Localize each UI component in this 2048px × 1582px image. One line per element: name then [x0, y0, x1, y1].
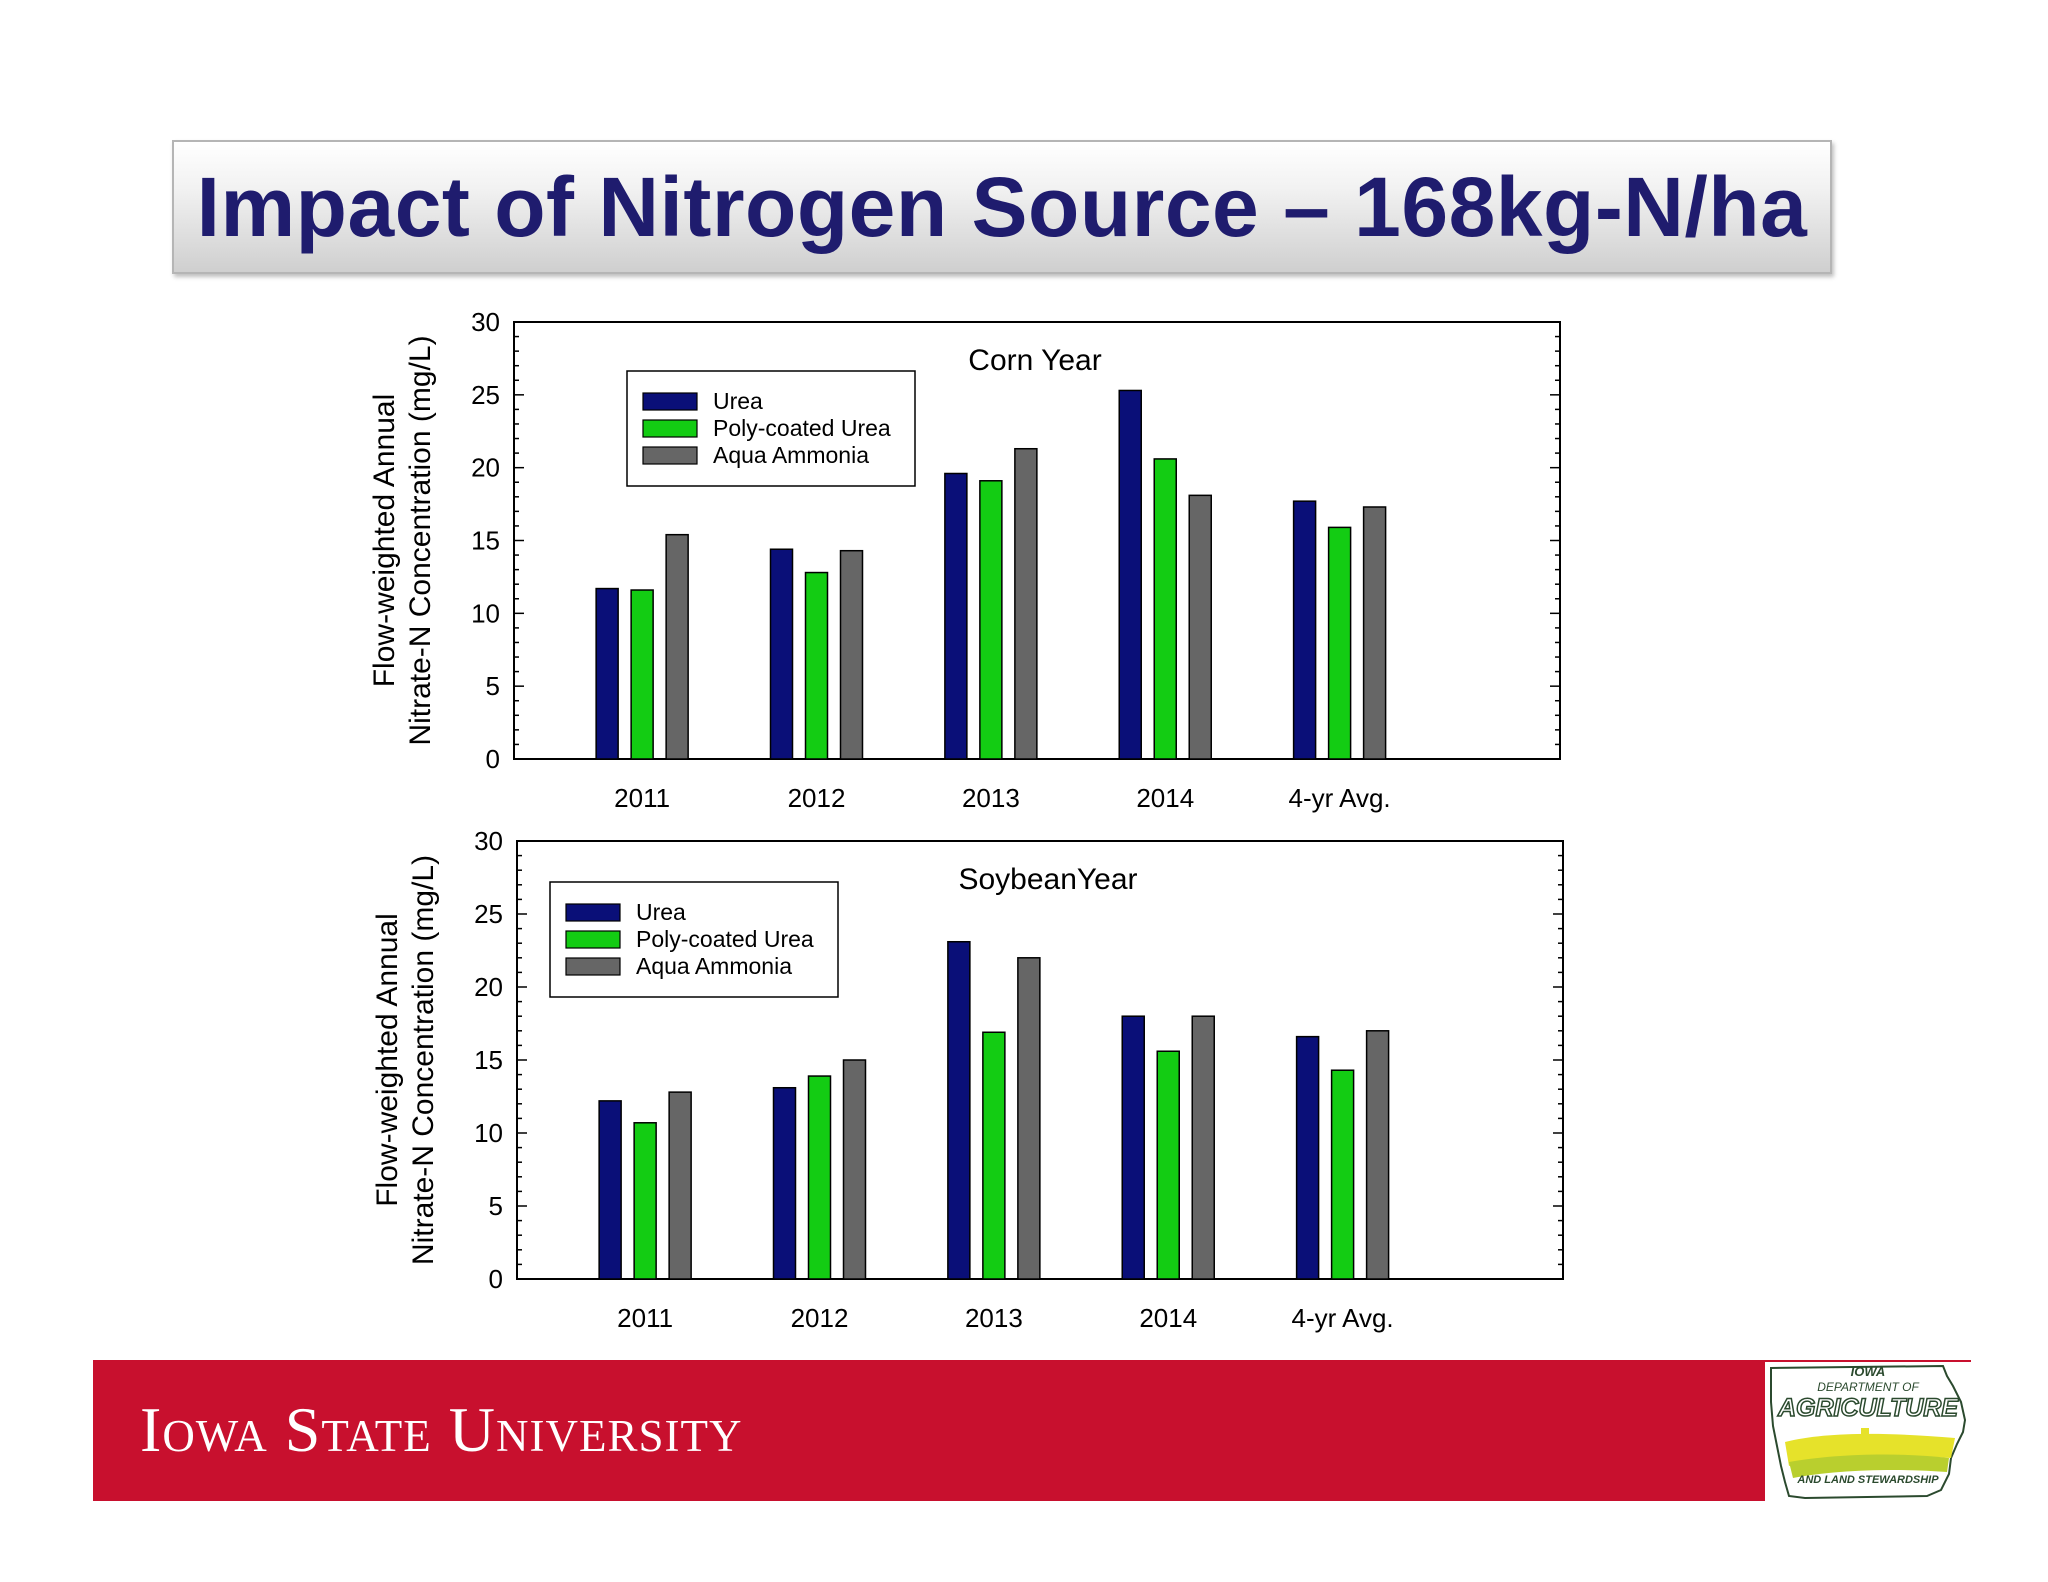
y-tick-label: 0 [486, 744, 500, 774]
legend-label: Urea [713, 388, 763, 414]
corn-year-chart: 0 5 10 15 20 25 30 Flow-weighted Annual Nitrate-… [368, 307, 1561, 813]
legend-swatch [642, 419, 698, 438]
chart-title: Corn Year [968, 344, 1101, 377]
bar-urea [772, 1086, 797, 1280]
y-axis-label-line1: Flow-weighted Annual [371, 913, 404, 1207]
bar-poly-coated-urea [979, 480, 1003, 760]
x-tick-label: 2012 [788, 783, 846, 813]
legend-swatch [565, 903, 621, 922]
bar-urea [944, 472, 968, 760]
bar-aqua-ammonia [842, 1059, 867, 1280]
bar-aqua-ammonia [1017, 957, 1041, 1280]
legend-label: Urea [636, 899, 686, 925]
bar-aqua-ammonia [839, 549, 864, 760]
x-tick-label: 2013 [962, 783, 1020, 813]
y-tick-label: 30 [474, 826, 503, 856]
bar-poly-coated-urea [1156, 1050, 1180, 1280]
x-tick-label: 2013 [965, 1303, 1023, 1333]
bar-poly-coated-urea [807, 1075, 832, 1280]
bar-urea [598, 1100, 622, 1280]
bar-aqua-ammonia [1362, 506, 1387, 760]
x-tick-label: 2014 [1136, 783, 1194, 813]
bar-urea [1121, 1015, 1145, 1280]
bar-aqua-ammonia [1191, 1015, 1215, 1280]
university-name: Iowa State University [140, 1394, 743, 1465]
bar-poly-coated-urea [633, 1122, 657, 1280]
bar-urea [1292, 500, 1317, 760]
bar-aqua-ammonia [1188, 494, 1212, 760]
y-axis-label-line2: Nitrate-N Concentration (mg/L) [407, 855, 440, 1265]
y-tick-label: 15 [474, 1045, 503, 1075]
x-tick-label: 2012 [791, 1303, 849, 1333]
bar-poly-coated-urea [1153, 458, 1177, 760]
bar-aqua-ammonia [1365, 1030, 1390, 1280]
bar-poly-coated-urea [982, 1031, 1006, 1280]
x-tick-label: 4-yr Avg. [1289, 783, 1391, 813]
y-axis-label-line1: Flow-weighted Annual [368, 394, 401, 688]
iowa-state-outline-icon [1770, 1364, 1967, 1500]
bar-poly-coated-urea [804, 571, 829, 760]
legend-swatch [642, 446, 698, 465]
soybean-year-chart: 0 5 10 15 20 25 30 Flow-weighted Annual Nitrate-… [371, 826, 1564, 1333]
bar-urea [1118, 389, 1142, 760]
logo-text-department: DEPARTMENT OF [1817, 1380, 1919, 1394]
bar-aqua-ammonia [665, 533, 689, 760]
footer-bar [93, 1360, 1765, 1501]
bar-urea [595, 587, 619, 760]
bar-aqua-ammonia [668, 1091, 692, 1280]
legend-swatch [642, 392, 698, 411]
y-tick-label: 15 [471, 526, 500, 556]
university-wordmark: Iowa State University [140, 1393, 742, 1467]
bar-poly-coated-urea [1327, 526, 1352, 760]
y-tick-label: 20 [471, 453, 500, 483]
x-tick-label: 2014 [1139, 1303, 1197, 1333]
slide-title: Impact of Nitrogen Source – 168kg-N/ha [196, 159, 1808, 254]
chart-title: SoybeanYear [958, 863, 1137, 896]
x-tick-label: 2011 [617, 1303, 673, 1333]
y-tick-label: 20 [474, 972, 503, 1002]
legend-label: Aqua Ammonia [636, 953, 792, 979]
x-tick-label: 2011 [614, 783, 670, 813]
x-tick-label: 4-yr Avg. [1292, 1303, 1394, 1333]
y-tick-label: 30 [471, 307, 500, 337]
legend-label: Aqua Ammonia [713, 442, 869, 468]
title-banner: Impact of Nitrogen Source – 168kg-N/ha [172, 140, 1832, 274]
legend-label: Poly-coated Urea [713, 415, 891, 441]
y-axis-label-line2: Nitrate-N Concentration (mg/L) [404, 335, 437, 745]
logo-text-iowa: IOWA [1850, 1364, 1886, 1379]
y-tick-label: 10 [471, 598, 500, 628]
y-tick-label: 0 [489, 1264, 503, 1294]
y-tick-label: 5 [486, 671, 500, 701]
logo-text-agriculture: AGRICULTURE [1777, 1393, 1959, 1423]
bar-urea [1295, 1035, 1320, 1280]
y-tick-label: 5 [489, 1191, 503, 1221]
bar-urea [769, 548, 794, 760]
logo-text-stewardship: AND LAND STEWARDSHIP [1797, 1474, 1939, 1486]
legend-label: Poly-coated Urea [636, 926, 814, 952]
y-tick-label: 10 [474, 1118, 503, 1148]
bar-aqua-ammonia [1014, 447, 1038, 760]
y-tick-label: 25 [474, 899, 503, 929]
bar-urea [947, 940, 971, 1280]
legend-swatch [565, 957, 621, 976]
bar-poly-coated-urea [630, 589, 654, 760]
iowa-agriculture-logo: IOWA DEPARTMENT OF AGRICULTURE AND LAND … [1765, 1362, 1971, 1501]
legend-swatch [565, 930, 621, 949]
y-tick-label: 25 [471, 380, 500, 410]
bar-poly-coated-urea [1330, 1069, 1355, 1280]
